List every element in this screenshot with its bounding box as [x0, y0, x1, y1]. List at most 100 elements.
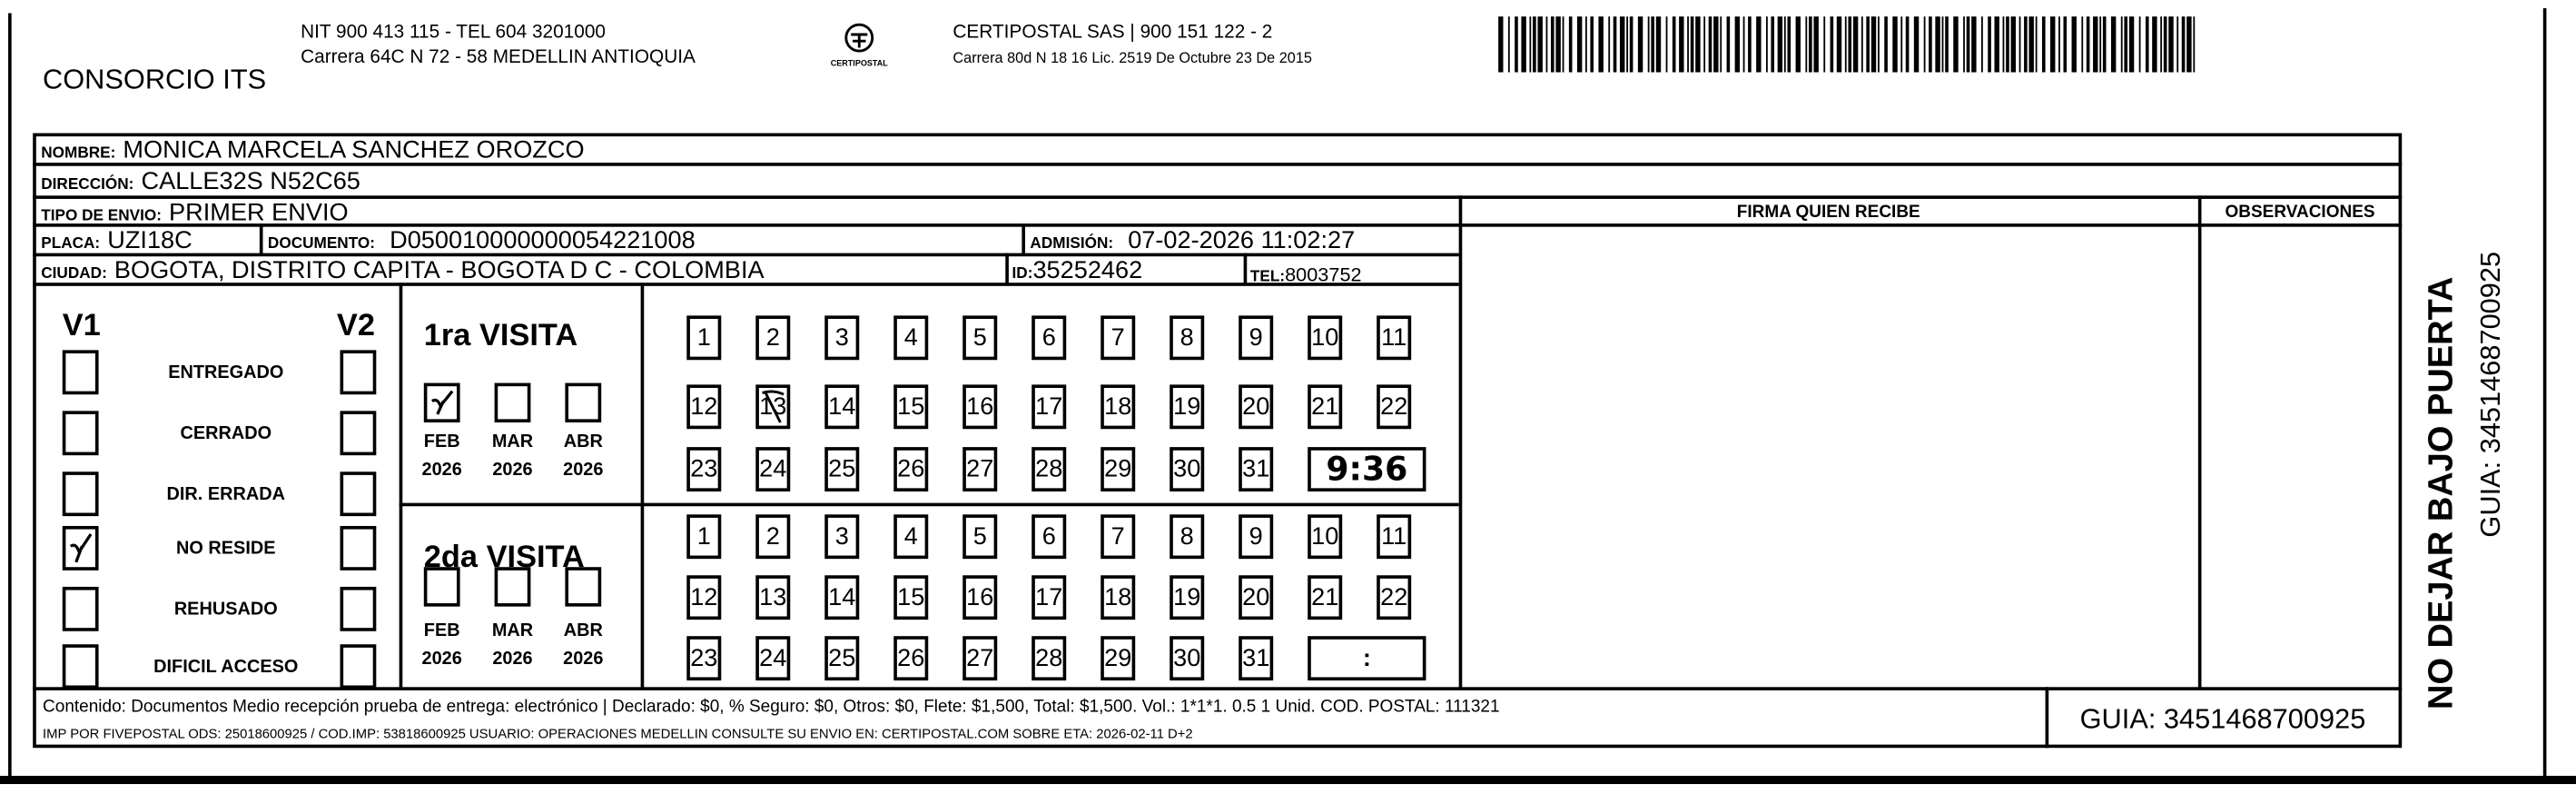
day-box[interactable]: 11: [1377, 514, 1412, 560]
day-box[interactable]: 28: [1031, 447, 1067, 491]
day-box[interactable]: 9: [1239, 315, 1274, 361]
barcode-bar: [1756, 16, 1762, 73]
day-box[interactable]: 26: [893, 636, 929, 681]
documento-field: DOCUMENTO: D050010000000054221008: [267, 226, 696, 255]
month-checkbox[interactable]: [565, 382, 602, 422]
day-box[interactable]: 16: [962, 575, 998, 620]
day-box[interactable]: 13: [755, 384, 791, 430]
month-checkbox[interactable]: [494, 382, 531, 422]
day-box[interactable]: 5: [962, 514, 998, 560]
day-box[interactable]: 18: [1100, 384, 1136, 430]
visit-time-field[interactable]: 9:36: [1308, 447, 1426, 491]
status-option-label: REHUSADO: [173, 600, 278, 620]
v1-checkbox[interactable]: [62, 411, 99, 456]
month-checkbox[interactable]: [423, 382, 460, 422]
day-box[interactable]: 7: [1100, 315, 1136, 361]
observaciones-area[interactable]: [2201, 227, 2398, 688]
day-box[interactable]: 18: [1100, 575, 1136, 620]
day-box[interactable]: 4: [893, 315, 929, 361]
day-box[interactable]: 2: [755, 315, 791, 361]
day-box[interactable]: 11: [1377, 315, 1412, 361]
day-box[interactable]: 31: [1239, 447, 1274, 491]
day-box[interactable]: 6: [1031, 315, 1067, 361]
day-box[interactable]: 30: [1170, 447, 1205, 491]
day-box[interactable]: 3: [824, 514, 860, 560]
day-box[interactable]: 14: [824, 384, 860, 430]
day-box[interactable]: 21: [1308, 384, 1343, 430]
v2-checkbox[interactable]: [340, 586, 377, 631]
day-box[interactable]: 22: [1377, 575, 1412, 620]
v2-checkbox[interactable]: [340, 644, 377, 690]
day-box[interactable]: 24: [755, 447, 791, 491]
day-box[interactable]: 23: [686, 636, 722, 681]
visit-time-field[interactable]: :: [1308, 636, 1426, 681]
day-box[interactable]: 28: [1031, 636, 1067, 681]
day-box[interactable]: 10: [1308, 315, 1343, 361]
day-box[interactable]: 10: [1308, 514, 1343, 560]
v1-label: V1: [62, 309, 101, 344]
day-box[interactable]: 4: [893, 514, 929, 560]
day-box[interactable]: 20: [1239, 575, 1274, 620]
v1-checkbox[interactable]: [62, 471, 99, 517]
day-box[interactable]: 19: [1170, 384, 1205, 430]
day-box[interactable]: 5: [962, 315, 998, 361]
barcode-bar: [1913, 16, 1920, 73]
day-box[interactable]: 29: [1100, 447, 1136, 491]
barcode-bar: [1637, 16, 1643, 73]
year-label: 2026: [421, 649, 462, 670]
barcode-bar: [1935, 16, 1940, 73]
day-box[interactable]: 25: [824, 447, 860, 491]
v1-checkbox[interactable]: [62, 586, 99, 631]
barcode-bar: [1720, 16, 1722, 73]
day-box[interactable]: 26: [893, 447, 929, 491]
day-box[interactable]: 17: [1031, 384, 1067, 430]
barcode-bar: [1765, 16, 1768, 73]
day-box[interactable]: 29: [1100, 636, 1136, 681]
direccion-field: DIRECCIÓN: CALLE32S N52C65: [41, 167, 360, 196]
day-box[interactable]: 1: [686, 514, 722, 560]
day-box[interactable]: 27: [962, 636, 998, 681]
day-box[interactable]: 8: [1170, 315, 1205, 361]
day-box[interactable]: 15: [893, 575, 929, 620]
month-checkbox[interactable]: [423, 567, 460, 607]
day-box[interactable]: 9: [1239, 514, 1274, 560]
day-box[interactable]: 14: [824, 575, 860, 620]
day-box[interactable]: 30: [1170, 636, 1205, 681]
barcode-bar: [2160, 16, 2163, 73]
v1-checkbox[interactable]: [62, 525, 99, 571]
day-box[interactable]: 24: [755, 636, 791, 681]
barcode-bar: [2102, 16, 2107, 73]
day-box[interactable]: 25: [824, 636, 860, 681]
day-box[interactable]: 21: [1308, 575, 1343, 620]
v2-checkbox[interactable]: [340, 350, 377, 395]
day-box[interactable]: 6: [1031, 514, 1067, 560]
day-box[interactable]: 31: [1239, 636, 1274, 681]
v1-checkbox[interactable]: [62, 644, 99, 690]
day-box[interactable]: 15: [893, 384, 929, 430]
day-box[interactable]: 19: [1170, 575, 1205, 620]
day-box[interactable]: 17: [1031, 575, 1067, 620]
firma-signature-area[interactable]: [1462, 227, 2196, 688]
day-box[interactable]: 22: [1377, 384, 1412, 430]
day-box[interactable]: 16: [962, 384, 998, 430]
day-box[interactable]: 12: [686, 384, 722, 430]
day-box[interactable]: 7: [1100, 514, 1136, 560]
barcode-bar: [1608, 16, 1611, 73]
month-checkbox[interactable]: [494, 567, 531, 607]
day-box[interactable]: 3: [824, 315, 860, 361]
day-box[interactable]: 12: [686, 575, 722, 620]
day-box[interactable]: 8: [1170, 514, 1205, 560]
v2-checkbox[interactable]: [340, 471, 377, 517]
day-box[interactable]: 23: [686, 447, 722, 491]
month-checkbox[interactable]: [565, 567, 602, 607]
v2-checkbox[interactable]: [340, 411, 377, 456]
day-box[interactable]: 13: [755, 575, 791, 620]
status-option-label: DIFICIL ACCESO: [153, 657, 299, 678]
day-box[interactable]: 20: [1239, 384, 1274, 430]
barcode-bar: [1929, 16, 1932, 73]
day-box[interactable]: 27: [962, 447, 998, 491]
v1-checkbox[interactable]: [62, 350, 99, 395]
day-box[interactable]: 1: [686, 315, 722, 361]
v2-checkbox[interactable]: [340, 525, 377, 571]
day-box[interactable]: 2: [755, 514, 791, 560]
